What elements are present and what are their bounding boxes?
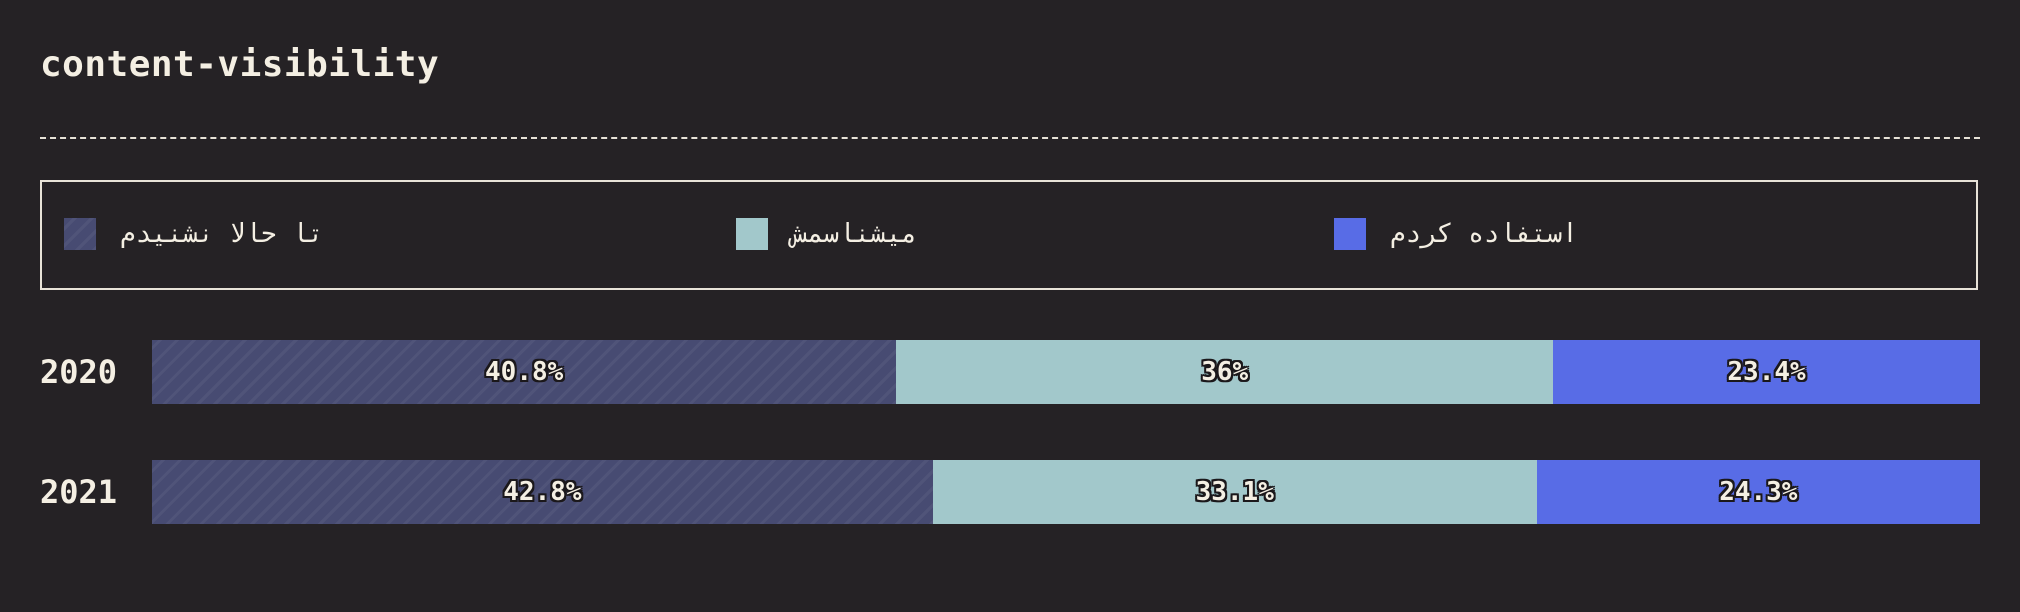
legend-label-used-it: استفاده کردم bbox=[1390, 219, 1578, 249]
bar-value-label: 40.8% bbox=[485, 357, 564, 387]
bar-segment-2020-used-it: 23.4% bbox=[1553, 340, 1980, 404]
bar-value-label: 36% bbox=[1201, 357, 1249, 387]
bar-value-label: 24.3% bbox=[1719, 477, 1798, 507]
bar-row-2021: 42.8% 33.1% 24.3% bbox=[152, 460, 1980, 524]
bar-value-label: 33.1% bbox=[1195, 477, 1274, 507]
legend-item-never-heard[interactable]: تا حالا نشنیدم bbox=[64, 218, 324, 250]
row-label-2020: 2020 bbox=[40, 353, 118, 391]
legend-item-used-it[interactable]: استفاده کردم bbox=[1334, 218, 1578, 250]
bar-value-label: 23.4% bbox=[1727, 357, 1806, 387]
legend: تا حالا نشنیدم میشناسمش استفاده کردم bbox=[40, 180, 1978, 290]
legend-swatch-never-heard bbox=[64, 218, 96, 250]
legend-swatch-know-it bbox=[736, 218, 768, 250]
legend-label-know-it: میشناسمش bbox=[792, 219, 918, 249]
bar-value-label: 42.8% bbox=[503, 477, 582, 507]
row-label-2021: 2021 bbox=[40, 473, 118, 511]
bar-segment-2020-know-it: 36% bbox=[896, 340, 1554, 404]
chart-title: content-visibility bbox=[40, 44, 440, 85]
legend-label-never-heard: تا حالا نشنیدم bbox=[120, 219, 324, 249]
bar-row-2020: 40.8% 36% 23.4% bbox=[152, 340, 1980, 404]
bar-segment-2021-know-it: 33.1% bbox=[932, 460, 1537, 524]
bar-segment-2021-never-heard: 42.8% bbox=[152, 460, 933, 524]
legend-swatch-used-it bbox=[1334, 218, 1366, 250]
bar-segment-2021-used-it: 24.3% bbox=[1536, 460, 1980, 524]
bar-segment-2020-never-heard: 40.8% bbox=[152, 340, 897, 404]
legend-item-know-it[interactable]: میشناسمش bbox=[736, 218, 917, 250]
title-divider bbox=[40, 137, 1980, 139]
